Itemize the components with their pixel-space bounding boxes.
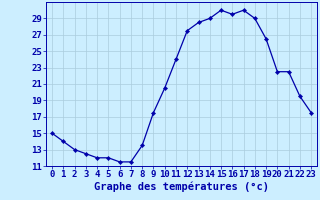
X-axis label: Graphe des températures (°c): Graphe des températures (°c): [94, 182, 269, 192]
